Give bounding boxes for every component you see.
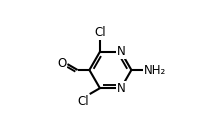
Text: Cl: Cl [77,95,89,108]
Text: N: N [116,82,125,95]
Text: N: N [116,45,125,58]
Text: Cl: Cl [94,26,106,39]
Text: O: O [57,57,67,70]
Text: NH₂: NH₂ [144,64,166,76]
